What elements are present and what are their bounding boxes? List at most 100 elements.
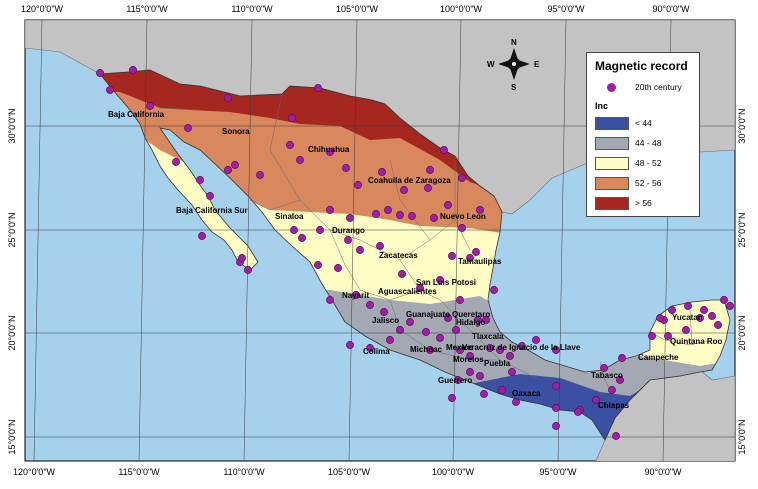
record-point bbox=[472, 248, 480, 256]
record-point bbox=[664, 332, 672, 340]
y-tick-label-left: 30°0'0"N bbox=[7, 108, 17, 143]
legend-swatch bbox=[595, 117, 629, 130]
record-point bbox=[440, 146, 448, 154]
record-point bbox=[496, 346, 504, 354]
record-point bbox=[256, 171, 264, 179]
legend-class-row: 48 - 52 bbox=[593, 157, 697, 171]
legend-class-label: < 44 bbox=[635, 118, 652, 128]
record-point bbox=[286, 141, 294, 149]
legend-field-label: Inc bbox=[595, 101, 609, 111]
state-label: Oaxaca bbox=[512, 389, 541, 398]
state-label: Chiapas bbox=[598, 401, 630, 410]
record-point bbox=[454, 376, 462, 384]
record-point bbox=[532, 336, 540, 344]
y-tick-label-right: 15°0'0"N bbox=[737, 419, 747, 454]
record-point bbox=[726, 302, 734, 310]
state-label: Guanajuato bbox=[406, 310, 450, 319]
record-point bbox=[238, 254, 246, 262]
record-point bbox=[448, 252, 456, 260]
x-tick-label-bottom: 90°0'0"W bbox=[644, 467, 682, 477]
state-label: Tamaulipas bbox=[458, 257, 502, 266]
record-point bbox=[334, 264, 342, 272]
legend-swatch bbox=[595, 177, 629, 190]
record-point bbox=[518, 342, 526, 350]
record-point bbox=[574, 408, 582, 416]
x-tick-label-bottom: 120°0'0"W bbox=[13, 467, 56, 477]
record-point bbox=[316, 226, 324, 234]
record-point bbox=[608, 386, 616, 394]
record-point bbox=[244, 266, 252, 274]
x-tick-label-top: 90°0'0"W bbox=[652, 4, 690, 14]
record-point bbox=[172, 158, 180, 166]
mexico-outline bbox=[99, 69, 731, 441]
record-point bbox=[552, 404, 560, 412]
legend-swatch bbox=[595, 197, 629, 210]
record-point bbox=[106, 86, 114, 94]
record-point bbox=[386, 336, 394, 344]
record-point bbox=[398, 270, 406, 278]
record-point bbox=[696, 314, 704, 322]
record-point bbox=[480, 390, 488, 398]
record-point bbox=[314, 84, 322, 92]
record-point bbox=[430, 214, 438, 222]
record-point bbox=[700, 306, 708, 314]
state-label: Jalisco bbox=[372, 316, 399, 325]
record-point bbox=[682, 326, 690, 334]
state-label: Queretaro bbox=[452, 310, 490, 319]
legend-class-label: 48 - 52 bbox=[635, 158, 662, 168]
record-point bbox=[198, 232, 206, 240]
record-point bbox=[708, 312, 716, 320]
record-point bbox=[378, 168, 386, 176]
record-point bbox=[352, 291, 360, 299]
record-point bbox=[296, 156, 304, 164]
meridian-line bbox=[138, 20, 148, 461]
y-tick-label-left: 20°0'0"N bbox=[7, 315, 17, 350]
record-point bbox=[720, 296, 728, 304]
legend-class-label: 52 - 56 bbox=[635, 178, 662, 188]
legend-swatch bbox=[595, 137, 629, 150]
record-point bbox=[356, 246, 364, 254]
record-point bbox=[648, 332, 656, 340]
record-point bbox=[498, 386, 506, 394]
state-label: Hidalgo bbox=[456, 318, 485, 327]
record-point bbox=[452, 326, 460, 334]
x-tick-label-top: 120°0'0"W bbox=[21, 4, 64, 14]
y-tick-label-right: 20°0'0"N bbox=[737, 315, 747, 350]
state-label: Michoac bbox=[410, 345, 443, 354]
record-point bbox=[684, 302, 692, 310]
record-point bbox=[592, 396, 600, 404]
record-point bbox=[458, 174, 466, 182]
record-point bbox=[408, 212, 416, 220]
state-label: Durango bbox=[332, 226, 365, 235]
record-point bbox=[552, 382, 560, 390]
meridian-line bbox=[33, 20, 43, 461]
record-point bbox=[146, 102, 154, 110]
state-label: Puebla bbox=[484, 359, 511, 368]
state-label: Coahuila de Zaragoza bbox=[368, 176, 451, 185]
record-point bbox=[444, 201, 452, 209]
record-point bbox=[196, 176, 204, 184]
record-point bbox=[342, 164, 350, 172]
legend-class-row: 52 - 56 bbox=[593, 177, 697, 191]
record-point bbox=[600, 364, 608, 372]
record-point bbox=[448, 394, 456, 402]
record-point bbox=[458, 224, 466, 232]
legend-class-row: > 56 bbox=[593, 197, 697, 211]
state-label: Quintana Roo bbox=[670, 337, 723, 346]
record-point bbox=[474, 316, 482, 324]
record-point bbox=[231, 161, 239, 169]
state-labels: Baja California Sonora Chihuahua Coahuila d… bbox=[108, 110, 723, 410]
state-label: Baja California Sur bbox=[176, 206, 248, 215]
record-point bbox=[416, 284, 424, 292]
state-label: Zacatecas bbox=[379, 251, 418, 260]
record-point bbox=[426, 166, 434, 174]
record-point bbox=[466, 254, 474, 262]
record-point bbox=[486, 344, 494, 352]
x-tick-label-top: 115°0'0"W bbox=[126, 4, 168, 14]
state-label: Colima bbox=[363, 347, 390, 356]
record-point bbox=[490, 286, 498, 294]
record-point bbox=[444, 314, 452, 322]
record-point bbox=[326, 148, 334, 156]
record-point bbox=[396, 211, 404, 219]
record-point bbox=[436, 334, 444, 342]
